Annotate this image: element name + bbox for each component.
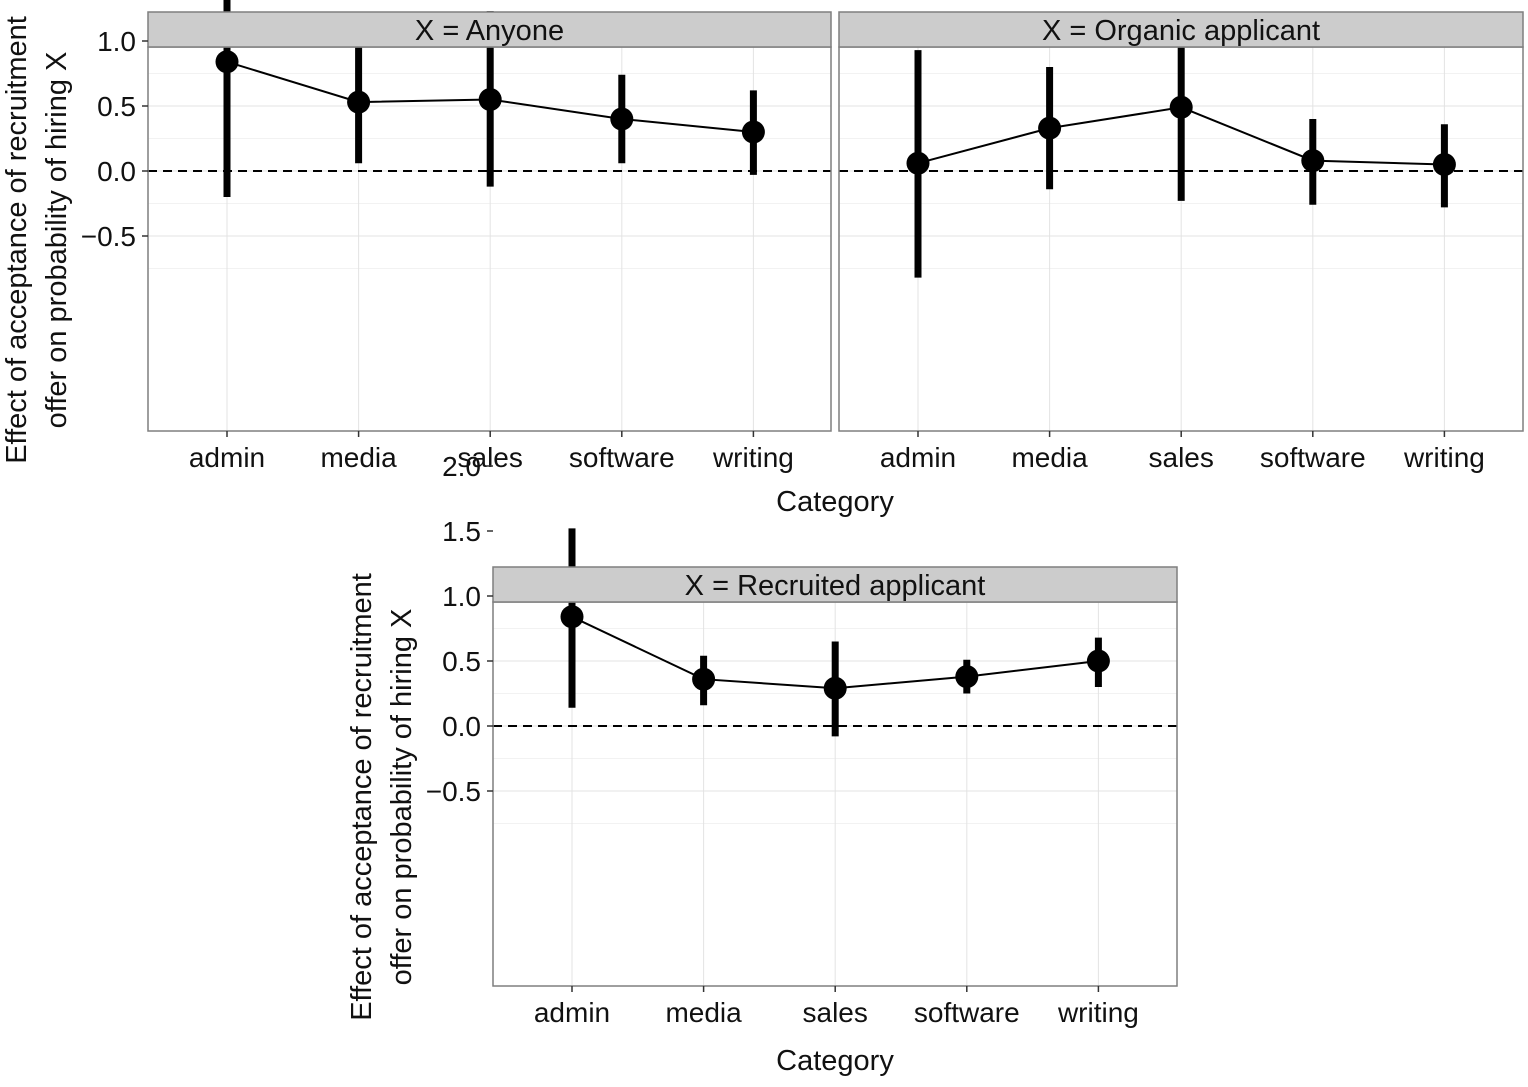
strip-background (492, 566, 1178, 603)
y-axis-title-line-1: Effect of acceptance of recruitment (346, 573, 378, 1021)
y-tick-label: −0.5 (426, 776, 481, 807)
point-writing (1432, 153, 1456, 176)
point-writing (1086, 649, 1110, 673)
x-tick-label-writing: writing (1403, 442, 1485, 473)
x-tick-label-media: media (320, 442, 397, 473)
x-axis: admin media sales software writing (534, 986, 1139, 1028)
x-axis: admin media sales software writing (880, 431, 1485, 473)
point-media (347, 90, 371, 114)
point-sales (823, 676, 847, 700)
y-axis-title-line-1: Effect of acceptance of recruitment (1, 16, 33, 464)
x-tick-label-sales: sales (803, 997, 868, 1028)
x-tick-label-software: software (914, 997, 1020, 1028)
y-axis-title-bottom: Effect of acceptance of recruitment offe… (346, 573, 418, 1021)
y-tick-label: 0.0 (97, 156, 136, 187)
y-axis-title-top: Effect of acceptance of recruitment offe… (1, 16, 73, 464)
x-tick-label-writing: writing (1057, 997, 1139, 1028)
y-tick-label: 1.5 (442, 516, 481, 547)
panel-anyone: X = Anyone 2.01.51.00.50.0−0.5 adminmedi… (81, 0, 832, 473)
x-tick-label-media: media (665, 997, 742, 1028)
y-axis-title-line-2: offer on probability of hiring X (41, 52, 73, 429)
panel-marks (215, 0, 765, 197)
y-axis: 2.01.51.00.50.0−0.5 (81, 26, 148, 252)
point-software (955, 665, 979, 689)
x-tick-label-media: media (1011, 442, 1088, 473)
strip-label: X = Anyone (415, 15, 564, 47)
x-tick-label-admin: admin (189, 442, 265, 473)
y-axis: 2.0 1.5 1.0 0.5 0.0 −0.5 (426, 451, 493, 807)
x-axis: admin media sales software writing (189, 431, 794, 473)
point-admin (560, 605, 584, 629)
point-software (1301, 149, 1325, 173)
y-tick-label: −0.5 (81, 221, 136, 252)
y-tick-label: 0.0 (442, 711, 481, 742)
point-admin (906, 151, 930, 175)
x-axis-title-bottom: Category (776, 1045, 894, 1077)
point-software (610, 107, 634, 131)
x-tick-label-sales: sales (1149, 442, 1214, 473)
strip-label: X = Recruited applicant (685, 570, 986, 602)
panel-organic-applicant: X = Organic applicant admin media sales sof… (838, 11, 1524, 473)
panel-recruited-applicant: X = Recruited applicant 2.0 1.5 1.0 0.5 0.0 −… (426, 451, 1178, 1028)
y-tick-label: 2.0 (442, 451, 481, 482)
point-media (1038, 116, 1062, 140)
x-tick-label-writing: writing (712, 442, 794, 473)
x-tick-label-admin: admin (880, 442, 956, 473)
y-tick-label: 1.0 (442, 581, 481, 612)
y-tick-label: 1.0 (97, 26, 136, 57)
point-admin (215, 50, 239, 74)
point-writing (741, 120, 765, 144)
y-axis-title-line-2: offer on probability of hiring X (386, 609, 418, 986)
y-tick-label: 0.5 (97, 91, 136, 122)
x-tick-label-software: software (569, 442, 675, 473)
point-media (692, 667, 716, 691)
x-tick-label-software: software (1260, 442, 1366, 473)
x-tick-label-admin: admin (534, 997, 610, 1028)
strip-background (838, 11, 1524, 48)
x-tick-label-sales: sales (458, 442, 523, 473)
strip-label: X = Organic applicant (1042, 15, 1320, 47)
x-axis-title-top: Category (776, 486, 894, 518)
panel-marks (560, 528, 1110, 737)
point-sales (1169, 95, 1193, 119)
y-tick-label: 0.5 (442, 646, 481, 677)
point-sales (478, 88, 502, 111)
strip-background (147, 11, 832, 48)
